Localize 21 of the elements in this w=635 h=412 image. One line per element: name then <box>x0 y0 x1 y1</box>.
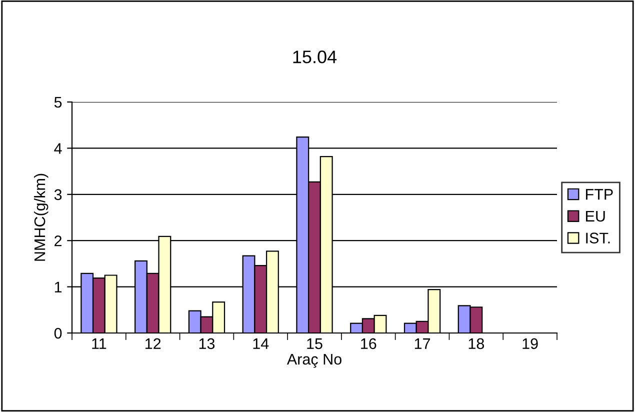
y-tick-label: 1 <box>54 282 62 292</box>
x-tick-label: 16 <box>361 338 376 350</box>
y-tick-label: 0 <box>54 328 62 339</box>
y-axis-title: NMHC(g/km) <box>34 174 48 261</box>
x-tick-label: 13 <box>199 338 215 350</box>
x-tick-label: 14 <box>253 338 269 349</box>
x-tick-label: 15 <box>307 338 322 350</box>
chart-title: 15.04 <box>293 50 337 64</box>
legend-label: IST. <box>586 232 610 244</box>
x-axis-title: Araç No <box>286 354 342 368</box>
x-tick-label: 18 <box>468 338 484 350</box>
legend-label: EU <box>586 210 605 222</box>
legend-label: FTP <box>586 189 613 200</box>
x-tick-label: 17 <box>414 338 430 349</box>
y-tick-label: 2 <box>54 235 62 246</box>
y-tick-label: 3 <box>54 189 62 200</box>
y-tick-label: 4 <box>54 143 62 154</box>
x-tick-label: 12 <box>146 338 161 349</box>
x-tick-label: 11 <box>92 338 106 349</box>
y-tick-label: 5 <box>54 97 62 108</box>
x-tick-label: 19 <box>522 338 538 350</box>
